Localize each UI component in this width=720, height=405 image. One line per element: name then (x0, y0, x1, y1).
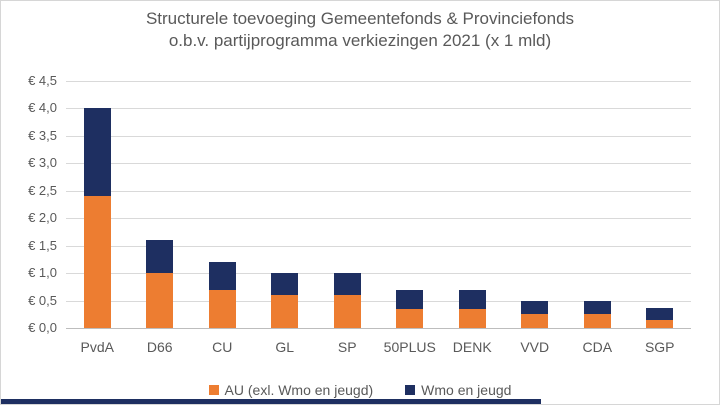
y-axis: € 4,5 € 4,0 € 3,5 € 3,0 € 2,5 € 2,0 € 1,5 € 1,0… (1, 73, 57, 335)
bar-stack (208, 262, 236, 328)
bar-segment-wmo (333, 273, 361, 296)
bar-segment-wmo (646, 307, 674, 320)
bar-segment-au (271, 295, 299, 328)
chart-title-line2: o.b.v. partijprogramma verkiezingen 2021… (168, 31, 552, 50)
bar-segment-au (646, 319, 674, 328)
bar-segment-au (208, 289, 236, 328)
gridline (66, 273, 691, 275)
y-tick-label: € 1,0 (28, 265, 57, 281)
y-tick-label: € 4,5 (28, 73, 57, 88)
bar-column-cda (566, 81, 629, 328)
gridline (66, 190, 691, 192)
legend-swatch-icon (208, 385, 219, 395)
bar-column-d66 (129, 81, 192, 328)
gridline (66, 81, 691, 82)
bar-column-gl (254, 81, 317, 328)
plot-area (66, 81, 691, 329)
bar-stack (646, 307, 674, 328)
bar-column-50plus (379, 81, 442, 328)
bar-column-sgp (629, 81, 692, 328)
x-tick-label-50plus: 50PLUS (383, 339, 436, 355)
x-axis-line (66, 328, 691, 329)
bar-column-denk (441, 81, 504, 328)
bar-column-sp (316, 81, 379, 328)
bars-container (66, 81, 691, 328)
bar-stack (583, 300, 611, 328)
y-tick-label: € 4,0 (28, 100, 57, 116)
y-tick-label: € 3,5 (28, 127, 57, 143)
bar-segment-au (458, 308, 486, 328)
x-tick-label-vvd: VVD (520, 339, 550, 355)
x-tick-label-d66: D66 (146, 339, 173, 355)
bar-segment-wmo (208, 262, 236, 290)
y-tick-label: € 2,0 (28, 210, 57, 226)
bar-segment-wmo (271, 273, 299, 296)
y-tick-label: € 2,5 (28, 182, 57, 198)
gridline (66, 300, 691, 302)
chart-title-line1: Structurele toevoeging Gemeentefonds & P… (145, 9, 575, 28)
bar-stack (83, 108, 111, 328)
y-tick-label: € 3,0 (28, 155, 57, 171)
bar-stack (458, 289, 486, 328)
bar-column-cu (191, 81, 254, 328)
x-tick-label-pvda: PvdA (80, 339, 114, 355)
legend-label: Wmo en jeugd (421, 382, 512, 398)
bar-segment-au (521, 314, 549, 328)
legend-swatch-icon (405, 385, 416, 395)
gridline (66, 135, 691, 137)
gridline (66, 245, 691, 247)
bar-segment-au (333, 295, 361, 328)
bar-segment-wmo (583, 300, 611, 315)
x-tick-label-cu: CU (212, 339, 233, 355)
bar-stack (521, 300, 549, 328)
legend-label: AU (exl. Wmo en jeugd) (224, 382, 374, 398)
x-tick-label-gl: GL (275, 339, 295, 355)
bar-segment-wmo (396, 289, 424, 309)
legend: AU (exl. Wmo en jeugd) Wmo en jeugd (1, 382, 719, 398)
gridline (66, 218, 691, 220)
chart-title: Structurele toevoeging Gemeentefonds & P… (1, 8, 719, 52)
bar-column-pvda (66, 81, 129, 328)
x-tick-label-sp: SP (337, 339, 357, 355)
bar-segment-wmo (521, 300, 549, 315)
x-tick-label-denk: DENK (452, 339, 492, 355)
x-tick-label-sgp: SGP (644, 339, 675, 355)
bar-segment-wmo (83, 108, 111, 197)
bar-stack (146, 240, 174, 328)
y-tick-label: € 0,0 (28, 320, 57, 335)
bar-segment-wmo (458, 289, 486, 309)
y-tick-label: € 1,5 (28, 237, 57, 253)
bar-segment-au (583, 314, 611, 328)
legend-item: AU (exl. Wmo en jeugd) (208, 382, 374, 398)
gridline (66, 163, 691, 165)
bottom-accent-bar (1, 399, 541, 404)
bar-segment-au (83, 196, 111, 328)
bar-stack (396, 289, 424, 328)
bar-segment-wmo (146, 240, 174, 274)
x-axis: PvdA D66 CU GL SP 50PLUS DENK VVD CDA SGP (66, 339, 691, 355)
bar-segment-au (396, 308, 424, 328)
bar-column-vvd (504, 81, 567, 328)
x-tick-label-cda: CDA (582, 339, 613, 355)
bar-stack (333, 273, 361, 328)
legend-item: Wmo en jeugd (405, 382, 511, 398)
bar-segment-au (146, 273, 174, 328)
bar-stack (271, 273, 299, 328)
y-tick-label: € 0,5 (28, 292, 57, 308)
gridline (66, 108, 691, 110)
